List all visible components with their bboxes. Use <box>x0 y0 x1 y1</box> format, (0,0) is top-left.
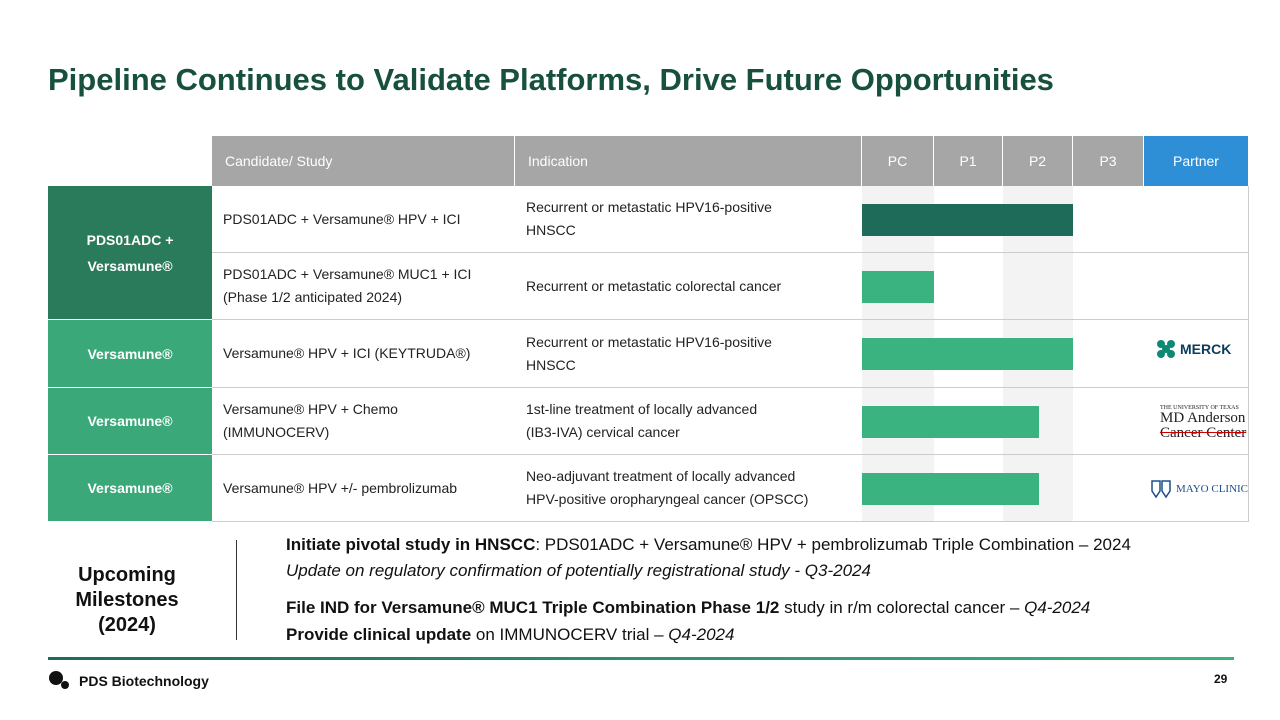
milestone: Provide clinical update on IMMUNOCERV tr… <box>286 625 734 645</box>
cell-line: Versamune® HPV + Chemo <box>223 401 398 417</box>
merck-text: MERCK <box>1180 341 1232 357</box>
cell-line: PDS01ADC + Versamune® HPV + ICI <box>223 210 461 227</box>
ms-italic: Update on regulatory confirmation of pot… <box>286 561 871 580</box>
cell-line: Versamune® HPV +/- pembrolizumab <box>223 479 458 496</box>
row-rule <box>862 319 1249 320</box>
mayo-icon <box>1151 480 1171 499</box>
progress-bar <box>862 203 1073 236</box>
ms-bold: Provide clinical update <box>286 625 472 644</box>
mda-line: Cancer Center <box>1160 425 1247 441</box>
divider <box>236 540 237 640</box>
progress-bar <box>862 405 1039 438</box>
footer-rule <box>48 657 1234 660</box>
table-cell: Recurrent or metastatic HPV16-positive HN… <box>515 186 862 253</box>
cell-line: Versamune® HPV + ICI (KEYTRUDA®) <box>223 345 471 361</box>
cell-line: (Phase 1/2 anticipated 2024) <box>223 289 403 305</box>
company-name: PDS Biotechnology <box>79 673 209 689</box>
page-number: 29 <box>1214 672 1228 686</box>
row-rule <box>862 454 1249 455</box>
column-header: Indication <box>515 136 862 186</box>
milestones-label: Upcoming Milestones (2024) <box>75 564 179 636</box>
cell-line: Recurrent or metastatic colorectal cance… <box>526 277 782 294</box>
slide-title: Pipeline Continues to Validate Platforms… <box>48 62 1054 97</box>
merck-icon <box>1157 340 1175 358</box>
milestone: Update on regulatory confirmation of pot… <box>286 561 871 581</box>
row-rule <box>862 252 1249 253</box>
table-cell: 1st-line treatment of locally advanced (I… <box>515 388 862 455</box>
table-cell: Versamune® HPV + Chemo (IMMUNOCERV) <box>212 388 515 455</box>
ms-bold: Initiate pivotal study in HNSCC <box>286 535 536 554</box>
row-rule <box>862 521 1249 522</box>
progress-bar <box>862 338 1073 370</box>
group-label: PDS01ADC + Versamune® <box>48 186 212 320</box>
cell-line: HNSCC <box>526 356 576 373</box>
cell-line: 1st-line treatment of locally advanced <box>526 401 758 417</box>
milestone: Initiate pivotal study in HNSCC: PDS01AD… <box>286 535 1131 555</box>
ms-bold: File IND for Versamune® MUC1 Triple Comb… <box>286 598 780 617</box>
cell-line: PDS01ADC + Versamune® MUC1 + ICI <box>223 266 472 282</box>
column-header: PC <box>862 136 934 186</box>
table-cell: PDS01ADC + Versamune® MUC1 + ICI (Phase 1… <box>212 253 515 320</box>
progress-bar <box>862 472 1039 505</box>
column-header: P2 <box>1003 136 1073 186</box>
mdanderson-logo: THE UNIVERSITY OF TEXAS MD Anderson Canc… <box>1160 405 1246 441</box>
milestone: File IND for Versamune® MUC1 Triple Comb… <box>286 598 1090 618</box>
cell-line: (IMMUNOCERV) <box>223 424 330 440</box>
cell-line: Neo-adjuvant treatment of locally advanc… <box>526 468 796 484</box>
mayo-logo: MAYO CLINIC <box>1150 478 1248 500</box>
company-icon <box>49 671 69 689</box>
table-cell: Recurrent or metastatic colorectal cance… <box>515 253 862 320</box>
mayo-text: MAYO CLINIC <box>1176 483 1249 495</box>
column-header: P1 <box>934 136 1003 186</box>
cell-line: (IB3-IVA) cervical cancer <box>526 424 680 440</box>
table-cell: Neo-adjuvant treatment of locally advanc… <box>515 455 862 522</box>
column-header: P3 <box>1073 136 1144 186</box>
table-cell: PDS01ADC + Versamune® HPV + ICI <box>212 186 515 253</box>
ms-text: : PDS01ADC + Versamune® HPV + pembrolizu… <box>535 535 1131 554</box>
progress-bar <box>862 270 934 303</box>
table-edge <box>1248 186 1249 522</box>
table-cell: Versamune® HPV +/- pembrolizumab <box>212 455 515 522</box>
table-cell: Recurrent or metastatic HPV16-positive HN… <box>515 320 862 388</box>
table-cell: Versamune® HPV + ICI (KEYTRUDA®) <box>212 320 515 388</box>
merck-logo: MERCK <box>1156 339 1231 359</box>
column-header: Candidate/ Study <box>212 136 515 186</box>
cell-line: HPV-positive oropharyngeal cancer (OPSCC… <box>526 491 809 507</box>
group-label: Versamune® <box>48 455 212 522</box>
ms-italic: Q4-2024 <box>1024 598 1091 617</box>
group-label: Versamune® <box>48 388 212 455</box>
mda-line: THE UNIVERSITY OF TEXAS <box>1160 405 1239 411</box>
cell-line: HNSCC <box>526 222 576 238</box>
cell-line: Recurrent or metastatic HPV16-positive <box>526 333 772 350</box>
ms-text: study in r/m colorectal cancer – <box>779 598 1025 617</box>
group-label: Versamune® <box>48 320 212 388</box>
ms-italic: Q4-2024 <box>668 625 735 644</box>
ms-text: on IMMUNOCERV trial – <box>471 625 669 644</box>
cell-line: Recurrent or metastatic HPV16-positive <box>526 199 772 215</box>
row-rule <box>862 387 1249 388</box>
column-header: Partner <box>1144 136 1249 186</box>
mda-line: MD Anderson <box>1160 410 1246 426</box>
